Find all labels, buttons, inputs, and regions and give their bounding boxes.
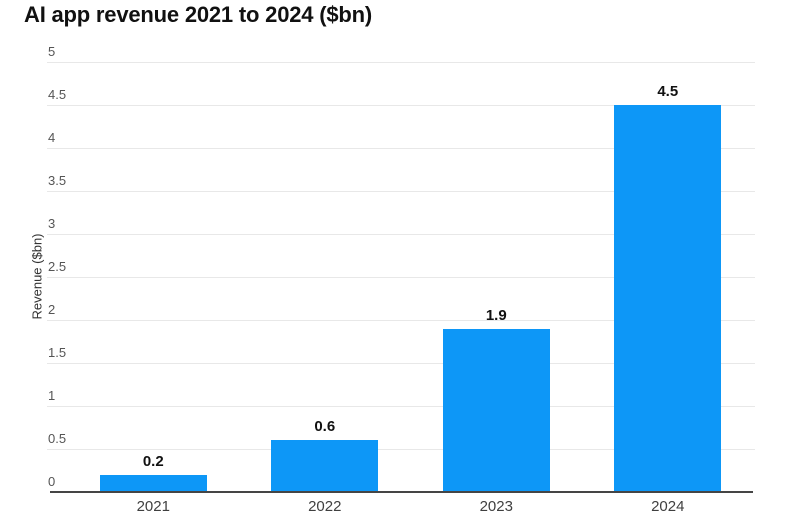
y-axis-tick-label: 3.5 (48, 173, 67, 188)
y-axis-tick-label: 2 (48, 302, 56, 317)
gridline (47, 62, 755, 63)
bar-value-label: 4.5 (657, 83, 679, 100)
bar-value-label: 0.2 (142, 452, 164, 470)
x-axis-tick-label: 2023 (479, 498, 513, 515)
bar-2021 (99, 474, 207, 491)
x-axis-tick-label: 2022 (308, 498, 342, 515)
bar-2022 (271, 440, 379, 491)
y-axis-title: Revenue ($bn) (29, 233, 45, 320)
gridline (47, 105, 755, 106)
gridline (47, 234, 755, 235)
x-axis-tick-label: 2021 (136, 498, 170, 515)
y-axis-tick-label: 1.5 (48, 345, 67, 360)
y-axis-tick-label: 1 (48, 388, 56, 403)
y-axis-tick-label: 4 (48, 130, 56, 145)
gridline (47, 449, 755, 450)
gridline (47, 406, 755, 407)
x-axis-line (50, 491, 753, 493)
gridline (47, 320, 755, 321)
y-axis-tick-label: 2.5 (48, 259, 67, 274)
bar-value-label: 0.6 (314, 418, 336, 436)
x-axis-tick-label: 2024 (651, 498, 685, 515)
y-axis-tick-label: 0.5 (48, 431, 67, 446)
y-axis-tick-label: 4.5 (48, 87, 67, 102)
gridline (47, 277, 755, 278)
y-axis-tick-label: 0 (48, 474, 56, 489)
chart-title: AI app revenue 2021 to 2024 ($bn) (24, 2, 372, 27)
gridline (47, 363, 755, 364)
bar-2024 (614, 105, 722, 491)
gridline (47, 191, 755, 192)
y-axis-tick-label: 5 (48, 44, 56, 59)
y-axis-tick-label: 3 (48, 216, 56, 231)
bar-2023 (442, 328, 550, 491)
gridline (47, 148, 755, 149)
bar-value-label: 1.9 (485, 306, 507, 324)
